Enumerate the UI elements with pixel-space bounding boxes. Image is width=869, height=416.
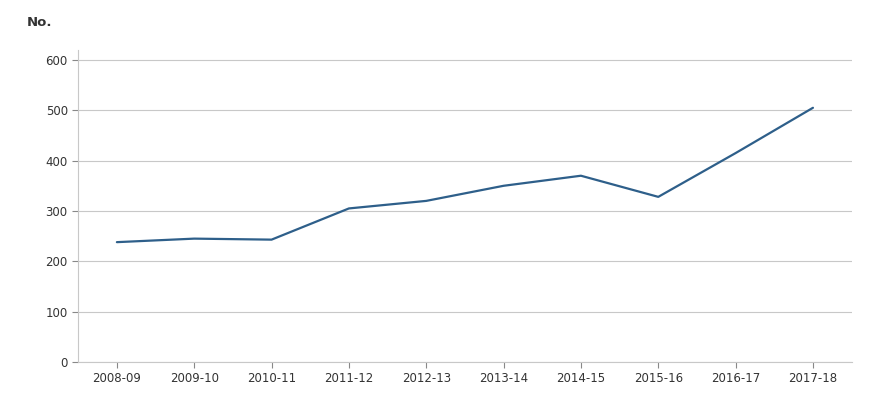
- Text: No.: No.: [26, 16, 52, 29]
